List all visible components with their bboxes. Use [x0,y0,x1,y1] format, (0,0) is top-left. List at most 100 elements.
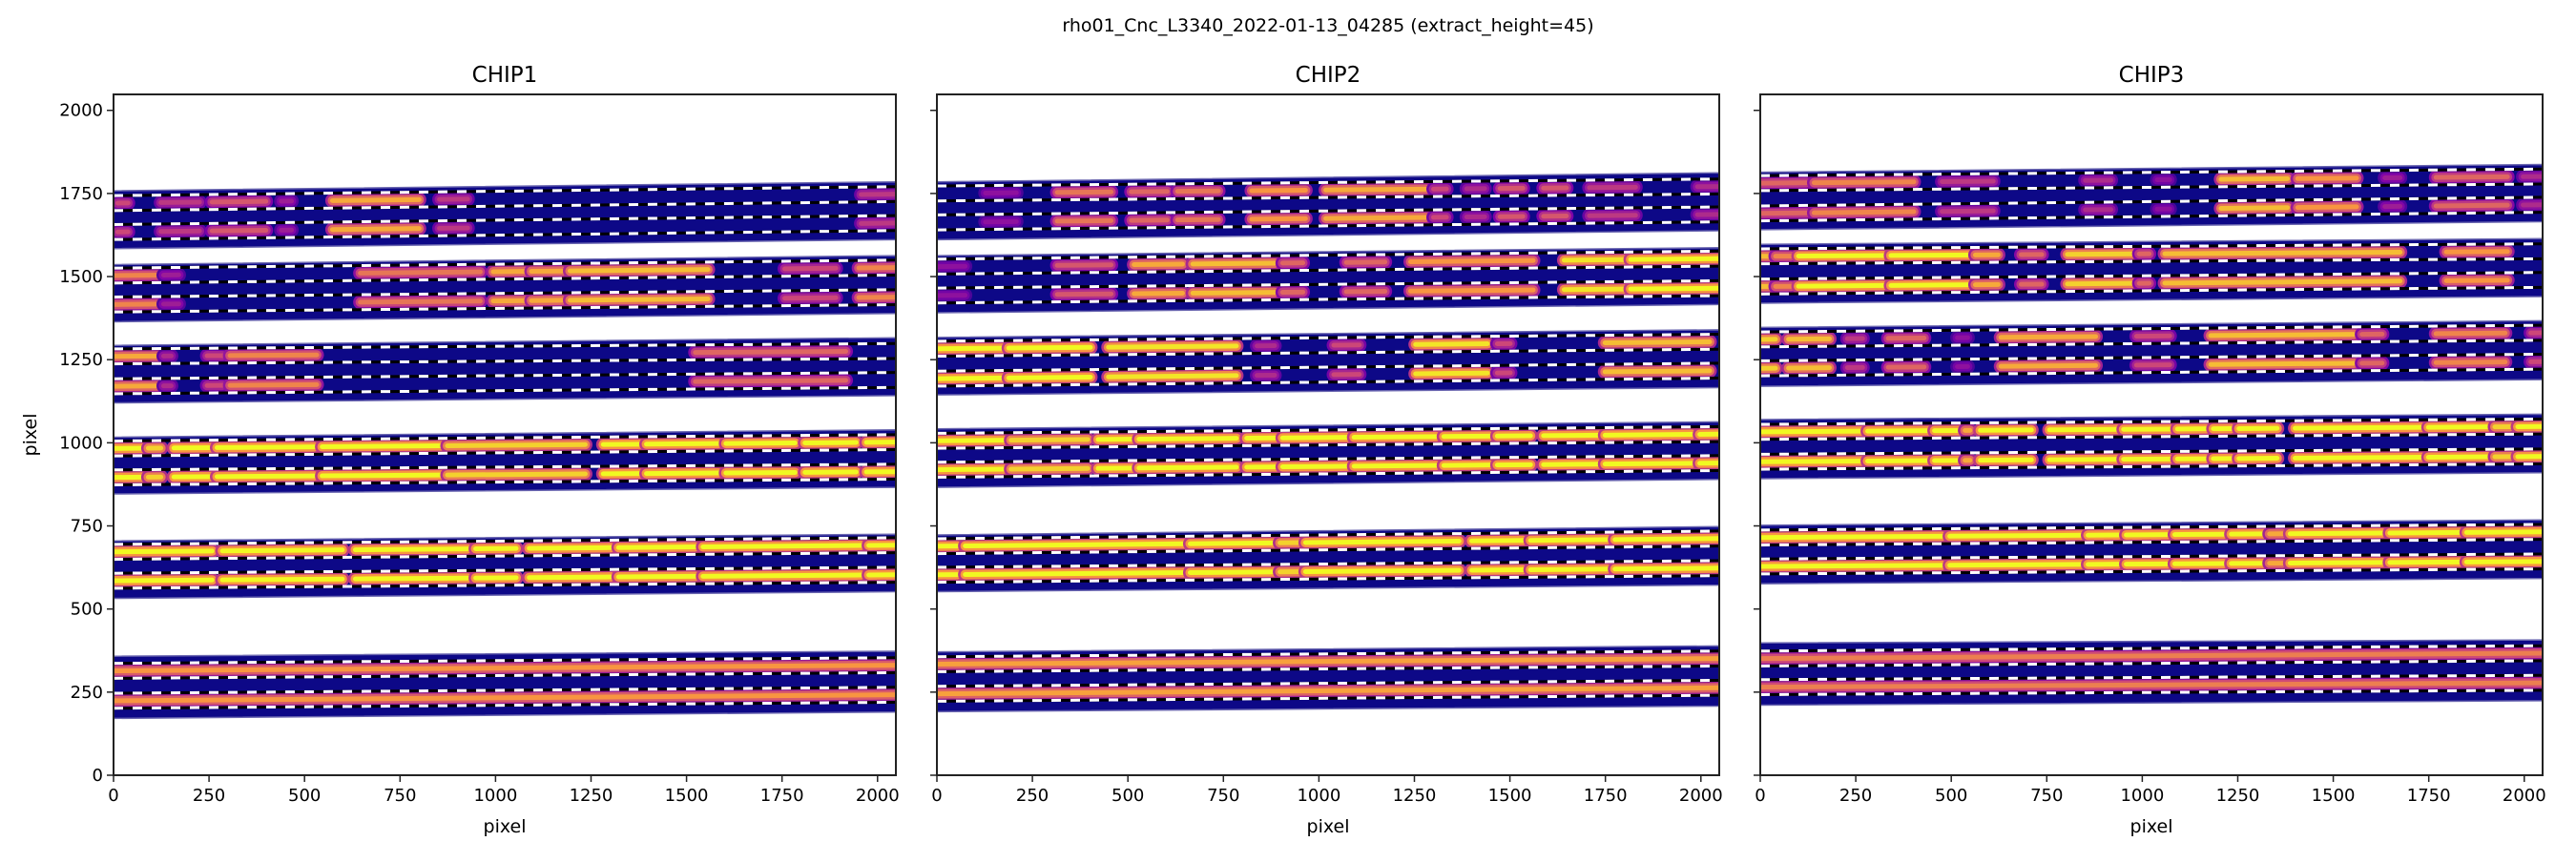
emission-core [1190,543,1274,544]
emission-core [1760,536,1942,537]
emission-core [212,201,265,202]
emission-core [1564,259,1625,260]
order-3 [114,430,896,494]
emission-core [1605,435,1692,436]
emission-core [1410,260,1533,261]
y-tick-label: 500 [71,600,103,620]
emission-core [447,474,586,475]
y-tick-label: 0 [93,766,103,786]
emission-core [2001,337,2095,338]
emission-core [2221,208,2288,209]
emission-core [1814,212,1914,213]
emission-core [1950,564,2083,565]
emission-core [218,447,315,448]
emission-core [218,476,315,477]
emission-core [2211,335,2354,336]
emission-core [1416,344,1487,345]
figure-title: rho01_Cnc_L3340_2022-01-13_04285 (extrac… [1062,15,1593,36]
emission-core [726,443,795,444]
emission-core [530,547,612,548]
order-6 [937,173,1719,239]
emission-core [2436,205,2507,206]
order-4 [937,330,1719,395]
x-tick-label: 0 [108,786,118,806]
emission-core [1011,440,1088,441]
emission-core [361,301,481,302]
emission-core [1760,431,1862,432]
emission-core [937,469,1004,470]
emission-core [1814,182,1914,183]
y-tick-label: 1250 [59,350,103,370]
emission-core [322,475,443,476]
x-tick-label: 1250 [2216,786,2260,806]
emission-core [1410,290,1533,291]
emission-core [1109,376,1236,377]
x-tick-label: 0 [1755,786,1765,806]
x-tick-label: 1500 [1488,786,1532,806]
x-tick-label: 1000 [473,786,517,806]
emission-core [447,444,586,445]
x-tick-label: 1000 [2120,786,2164,806]
panel-title-chip1: CHIP1 [472,63,538,88]
emission-core [1193,293,1275,294]
emission-core [1605,341,1710,342]
emission-core [2067,283,2134,284]
y-tick-label: 250 [71,683,103,703]
x-tick-label: 500 [288,786,321,806]
emission-core [115,580,213,581]
emission-core [1252,218,1305,219]
emission-core [1354,437,1436,438]
x-tick-label: 0 [931,786,942,806]
emission-core [1544,464,1600,465]
spectral-image [1760,165,2543,706]
x-tick-label: 250 [1016,786,1049,806]
order-1 [1760,640,2543,705]
emission-core [726,472,795,473]
x-tick-label: 2000 [856,786,900,806]
order-4 [1760,320,2543,386]
emission-core [2436,333,2504,334]
emission-core [618,547,695,548]
emission-core [1252,190,1305,191]
y-tick-label: 1750 [59,184,103,204]
emission-core [1057,294,1111,295]
emission-core [1950,535,2083,536]
order-3 [937,421,1719,487]
order-2 [937,526,1719,591]
order-2 [1760,520,2543,584]
x-tick-label: 250 [1839,786,1872,806]
emission-core [212,231,265,232]
spectral-image [937,173,1719,711]
emission-core [2290,533,2381,534]
emission-core [1530,540,1607,541]
emission-core [230,355,317,356]
emission-core [937,348,1004,349]
emission-core [2466,532,2543,533]
emission-core [2466,562,2543,563]
emission-core [1544,435,1600,436]
emission-core [1942,211,1994,212]
emission-core [1008,347,1091,348]
emission-core [647,473,718,474]
x-tick-label: 1750 [2407,786,2451,806]
emission-core [1798,256,1883,257]
emission-core [332,199,419,200]
emission-core [222,579,343,580]
order-1 [937,646,1719,711]
emission-core [1011,468,1088,469]
emission-core [2211,363,2354,364]
emission-core [966,573,1186,575]
emission-core [1615,568,1719,569]
x-tick-label: 1750 [1584,786,1628,806]
emission-core [937,378,1004,379]
y-tick-label: 1000 [59,433,103,453]
emission-core [1282,438,1349,439]
emission-core [1416,373,1487,374]
emission-core [322,446,443,447]
emission-core [1057,265,1111,266]
order-6 [114,182,896,249]
emission-core [784,268,836,269]
emission-core [1193,263,1275,264]
